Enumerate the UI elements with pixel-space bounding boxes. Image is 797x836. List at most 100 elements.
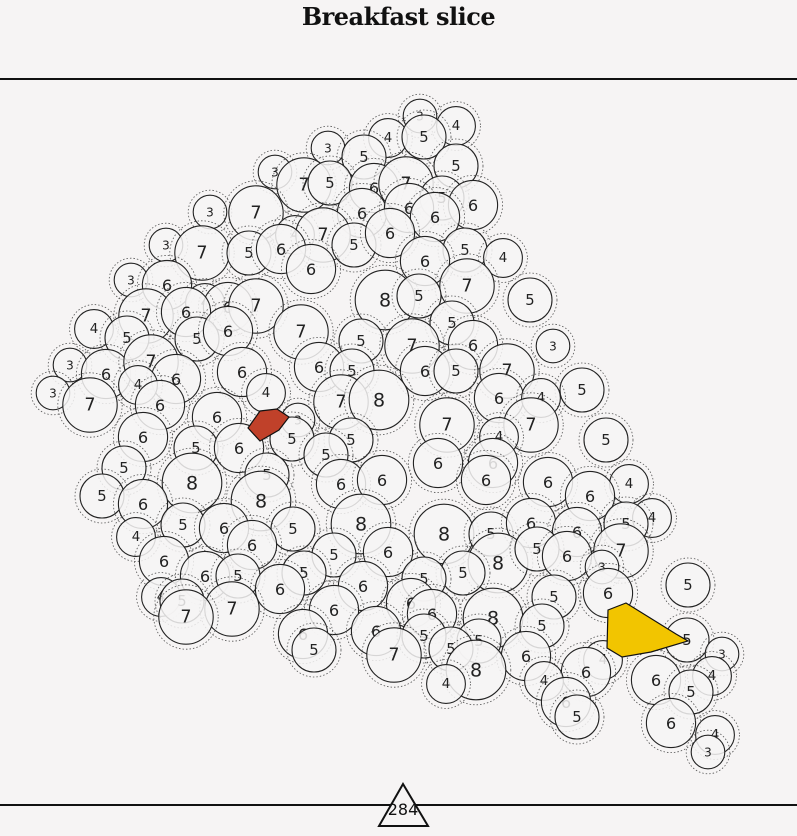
bubble-number: 3 — [324, 142, 332, 156]
bubble-halo — [397, 93, 443, 139]
bubble-halo — [57, 372, 123, 438]
bubble-number: 5 — [686, 684, 695, 701]
bubble-number: 5 — [122, 330, 131, 347]
bubble-number: 5 — [119, 460, 128, 477]
number-bubble[interactable]: 3 — [685, 729, 731, 775]
number-bubble[interactable]: 5 — [428, 343, 484, 399]
bubble-circle[interactable] — [364, 207, 416, 259]
number-bubble[interactable]: 5 — [554, 362, 610, 418]
bubble-circle[interactable] — [254, 563, 306, 615]
number-bubble[interactable]: 6 — [280, 238, 341, 299]
bubble-number: 5 — [451, 158, 460, 175]
bubble-number: 6 — [329, 601, 339, 620]
number-bubble[interactable]: 7 — [361, 622, 427, 688]
bubble-circle[interactable] — [401, 114, 447, 160]
bubble-halo — [431, 101, 481, 151]
number-bubble[interactable]: 8 — [343, 364, 415, 436]
bubble-number: 6 — [666, 714, 676, 733]
yellow-filled-region[interactable] — [606, 602, 690, 658]
number-bubble[interactable]: 5 — [660, 557, 716, 613]
bubble-number: 3 — [162, 239, 170, 253]
number-bubble[interactable]: 5 — [578, 412, 634, 468]
bubble-circle[interactable] — [690, 734, 726, 770]
bubble-halo — [249, 559, 310, 620]
number-bubble[interactable]: 6 — [455, 449, 516, 510]
number-bubble[interactable]: 3 — [530, 323, 576, 369]
bubble-number: 4 — [708, 669, 717, 684]
bubble-number: 4 — [442, 677, 451, 692]
number-bubble[interactable]: 5 — [502, 272, 558, 328]
bubble-circle[interactable] — [583, 417, 629, 463]
bubble-number: 3 — [704, 746, 712, 760]
bubble-circle[interactable] — [426, 664, 466, 704]
bubble-circle[interactable] — [366, 627, 422, 683]
number-bubble[interactable]: 5 — [302, 155, 358, 211]
number-bubble[interactable]: 6 — [641, 693, 702, 754]
number-bubble[interactable]: 3 — [187, 189, 233, 235]
bubble-number: 6 — [369, 179, 379, 198]
bubble-circle[interactable] — [291, 627, 337, 673]
bubble-circle[interactable] — [559, 367, 605, 413]
red-filled-region[interactable] — [247, 408, 290, 442]
bubble-number: 7 — [501, 362, 512, 382]
bubble-number: 5 — [192, 331, 201, 348]
bubble-halo — [578, 412, 634, 468]
bubble-layer[interactable]: 3445355375675637666475637565466367855467… — [30, 93, 745, 775]
number-bubble[interactable]: 5 — [265, 501, 321, 557]
bubble-circle[interactable] — [507, 277, 553, 323]
bubble-circle[interactable] — [285, 243, 337, 295]
number-bubble[interactable]: 5 — [391, 268, 447, 324]
bubble-halo — [208, 417, 269, 478]
number-bubble[interactable]: 7 — [153, 584, 219, 650]
bubble-halo — [280, 238, 341, 299]
bubble-circle[interactable] — [433, 348, 479, 394]
bubble-number: 7 — [226, 600, 237, 620]
bubble-circle[interactable] — [460, 454, 512, 506]
bubble-number: 3 — [598, 561, 606, 575]
bubble-number: 7 — [441, 416, 452, 436]
number-bubble[interactable]: 5 — [396, 109, 452, 165]
bubble-number: 4 — [711, 728, 720, 743]
bubble-halo — [685, 729, 731, 775]
bubble-number: 6 — [306, 260, 316, 279]
number-bubble[interactable]: 6 — [407, 432, 468, 493]
number-bubble[interactable]: 5 — [549, 689, 605, 745]
bubble-number: 7 — [140, 307, 151, 327]
bubble-circle[interactable] — [158, 589, 214, 645]
bubble-circle[interactable] — [62, 377, 118, 433]
number-bubble[interactable]: 7 — [57, 372, 123, 438]
number-bubble[interactable]: 6 — [359, 202, 420, 263]
bubble-circle[interactable] — [665, 562, 711, 608]
bubble-circle[interactable] — [412, 437, 464, 489]
bubble-number: 6 — [371, 622, 381, 641]
bubble-number: 6 — [420, 252, 430, 271]
bubble-number: 6 — [237, 363, 247, 382]
number-bubble[interactable]: 7 — [199, 576, 265, 642]
bubble-number: 5 — [356, 333, 365, 350]
bubble-circle[interactable] — [645, 697, 697, 749]
bubble-halo — [223, 273, 289, 339]
number-bubble[interactable]: 4 — [421, 659, 471, 709]
bubble-number: 6 — [430, 208, 440, 227]
bubble-number: 3 — [549, 340, 557, 354]
bubble-number: 5 — [446, 641, 455, 658]
bubble-number: 7 — [145, 353, 156, 373]
bubble-number: 8 — [470, 660, 482, 682]
number-bubble[interactable]: 7 — [434, 253, 500, 319]
bubble-circle[interactable] — [348, 369, 410, 431]
bubble-number: 5 — [525, 292, 534, 309]
bubble-number: 7 — [250, 297, 261, 317]
number-bubble[interactable]: 6 — [249, 559, 310, 620]
bubble-circle[interactable] — [554, 694, 600, 740]
bubble-number: 6 — [234, 439, 244, 458]
bubble-halo — [549, 689, 605, 745]
number-bubble[interactable]: 6 — [351, 449, 412, 510]
number-bubble[interactable]: 5 — [286, 622, 342, 678]
bubble-number: 4 — [90, 322, 99, 337]
bubble-circle[interactable] — [396, 273, 442, 319]
bubble-number: 7 — [84, 396, 95, 416]
bubble-circle[interactable] — [535, 328, 571, 364]
bubble-number: 3 — [271, 166, 279, 180]
bubble-number: 4 — [540, 674, 549, 689]
